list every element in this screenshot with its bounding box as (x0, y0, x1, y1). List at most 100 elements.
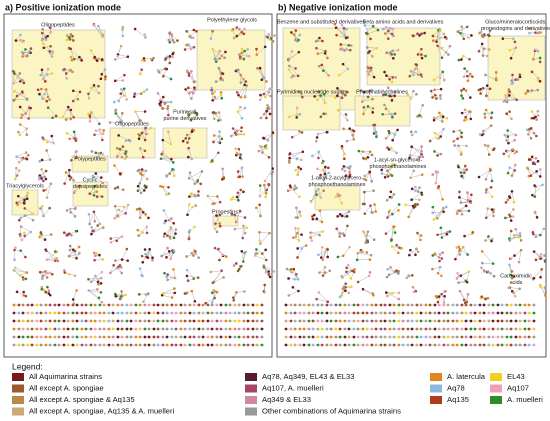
network-node (18, 123, 22, 126)
network-node (35, 327, 39, 331)
network-node (460, 135, 463, 139)
legend-label: Aq78, Aq349, EL43 & EL33 (262, 372, 354, 381)
group-label: Carboximidic (500, 273, 532, 279)
network-node (391, 212, 394, 216)
network-node (214, 60, 218, 63)
network-node (267, 155, 271, 159)
network-node (239, 129, 243, 133)
network-node (424, 54, 427, 58)
network-node (71, 70, 74, 74)
network-node (429, 89, 433, 93)
network-node (346, 263, 350, 267)
network-node (370, 335, 374, 339)
network-node (321, 69, 325, 72)
network-node (290, 269, 294, 273)
network-node (307, 303, 311, 307)
network-node (385, 275, 389, 279)
network-node (390, 99, 394, 102)
network-edge (42, 206, 44, 216)
network-node (295, 206, 298, 210)
network-node (322, 178, 326, 182)
network-node (126, 55, 130, 59)
network-edge (161, 154, 172, 160)
network-node (218, 222, 222, 225)
network-node (473, 311, 477, 315)
network-node (482, 129, 485, 133)
network-node (395, 243, 398, 247)
network-node (43, 80, 47, 83)
network-node (170, 311, 174, 315)
network-edge (222, 168, 224, 178)
network-node (162, 235, 166, 238)
network-node (211, 30, 214, 33)
network-node (206, 343, 210, 347)
network-node (341, 254, 345, 258)
network-node (344, 289, 347, 292)
network-node (209, 37, 213, 40)
network-node (183, 343, 187, 347)
network-node (397, 291, 401, 295)
network-node (143, 319, 147, 323)
network-node (302, 303, 306, 307)
network-node (388, 335, 392, 339)
network-node (187, 155, 190, 159)
network-node (185, 255, 188, 258)
network-edge (317, 168, 329, 174)
network-edge (144, 249, 153, 258)
network-node (327, 74, 330, 77)
network-edge (259, 68, 264, 78)
network-node (509, 303, 513, 307)
network-node (233, 131, 237, 135)
network-node (88, 192, 92, 195)
network-node (62, 343, 66, 347)
network-node (19, 33, 22, 37)
network-node (307, 343, 311, 347)
network-node (346, 90, 349, 94)
network-node (391, 291, 394, 295)
network-node (457, 165, 460, 169)
network-edge (13, 270, 24, 280)
network-node (239, 105, 242, 109)
network-node (316, 167, 319, 171)
network-node (297, 165, 300, 169)
network-node (543, 286, 547, 289)
network-node (311, 215, 314, 218)
network-node (384, 291, 388, 294)
network-node (292, 33, 296, 36)
network-edge (93, 85, 100, 94)
network-node (456, 30, 460, 34)
network-node (120, 271, 124, 275)
network-node (510, 277, 514, 280)
network-node (466, 253, 469, 256)
network-node (161, 138, 165, 142)
network-node (435, 296, 439, 299)
network-node (143, 327, 147, 331)
network-node (215, 319, 219, 323)
network-node (70, 58, 74, 62)
network-node (234, 220, 238, 224)
network-node (442, 210, 445, 214)
network-edge (212, 49, 217, 60)
network-node (284, 303, 288, 307)
network-node (40, 68, 44, 72)
network-node (266, 36, 269, 39)
network-node (264, 191, 268, 195)
group-label: Progestins (212, 209, 238, 215)
network-node (138, 182, 142, 185)
network-node (47, 289, 51, 293)
network-node (489, 124, 493, 127)
network-node (75, 289, 78, 292)
network-node (168, 61, 172, 65)
network-node (53, 259, 57, 263)
network-node (418, 155, 422, 159)
network-edge (267, 132, 274, 140)
network-node (219, 91, 223, 94)
network-node (309, 231, 312, 234)
network-node (371, 54, 374, 58)
network-node (187, 86, 190, 90)
network-edge (490, 170, 493, 181)
network-node (471, 231, 475, 234)
network-node (416, 231, 419, 235)
network-node (466, 79, 470, 83)
network-edge (24, 215, 34, 221)
